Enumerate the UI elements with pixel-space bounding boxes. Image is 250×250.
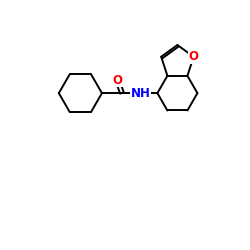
Text: NH: NH <box>130 87 150 100</box>
Text: O: O <box>188 50 198 63</box>
Text: O: O <box>112 74 122 86</box>
